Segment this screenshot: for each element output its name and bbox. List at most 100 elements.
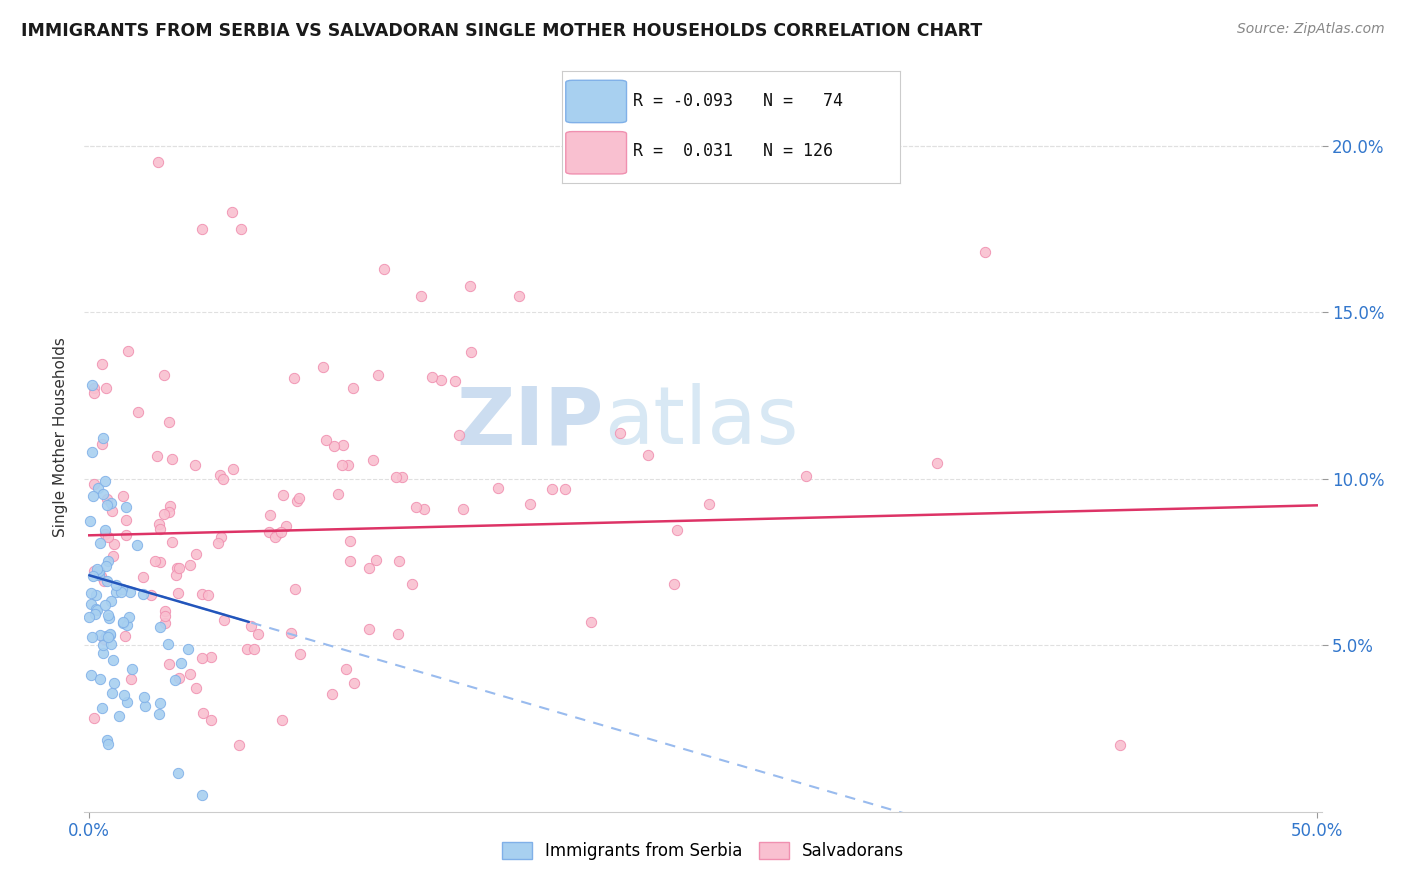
- Point: [146, 155, 169, 169]
- Point: [315, 434, 337, 448]
- Point: [794, 469, 817, 483]
- Point: [139, 588, 162, 602]
- Point: [228, 738, 250, 752]
- Point: [115, 617, 138, 632]
- Text: Source: ZipAtlas.com: Source: ZipAtlas.com: [1237, 22, 1385, 37]
- Point: [170, 656, 193, 670]
- Point: [581, 615, 603, 630]
- Point: [79, 514, 101, 528]
- Point: [127, 405, 149, 419]
- Point: [259, 508, 281, 522]
- Point: [430, 373, 453, 387]
- Text: ZIP: ZIP: [457, 383, 605, 461]
- Point: [200, 649, 222, 664]
- Text: atlas: atlas: [605, 383, 799, 461]
- Point: [401, 577, 423, 591]
- Text: R =  0.031   N = 126: R = 0.031 N = 126: [633, 142, 834, 160]
- Point: [167, 671, 190, 685]
- Point: [451, 501, 474, 516]
- Point: [270, 524, 292, 539]
- Point: [153, 609, 176, 624]
- Point: [332, 438, 354, 452]
- Point: [83, 565, 105, 579]
- Point: [323, 439, 346, 453]
- Point: [153, 507, 176, 521]
- Point: [80, 597, 103, 611]
- Point: [420, 370, 443, 384]
- Point: [112, 615, 135, 629]
- Point: [82, 489, 104, 503]
- Point: [94, 523, 117, 537]
- Point: [191, 222, 214, 236]
- Point: [93, 574, 115, 589]
- Point: [271, 713, 294, 727]
- Point: [200, 713, 222, 727]
- Point: [157, 637, 180, 651]
- Point: [339, 554, 361, 568]
- Point: [97, 608, 120, 623]
- Point: [145, 449, 167, 463]
- Point: [86, 602, 108, 616]
- Point: [89, 567, 111, 582]
- Point: [101, 504, 124, 518]
- Point: [208, 467, 231, 482]
- Point: [166, 561, 188, 575]
- Point: [110, 585, 132, 599]
- Point: [284, 582, 307, 596]
- Point: [100, 594, 122, 608]
- Point: [111, 489, 134, 503]
- Point: [460, 344, 482, 359]
- Point: [373, 261, 395, 276]
- Point: [312, 360, 335, 375]
- Point: [114, 629, 136, 643]
- Point: [94, 474, 117, 488]
- Point: [105, 584, 128, 599]
- Point: [207, 536, 229, 550]
- Point: [86, 562, 108, 576]
- Point: [97, 631, 120, 645]
- Point: [117, 343, 139, 358]
- Point: [132, 587, 155, 601]
- Point: [337, 458, 360, 472]
- Point: [665, 523, 688, 537]
- Point: [80, 586, 103, 600]
- Point: [214, 613, 236, 627]
- Point: [111, 582, 134, 597]
- Point: [290, 647, 312, 661]
- Point: [169, 561, 191, 575]
- Point: [148, 706, 170, 721]
- Point: [118, 610, 141, 624]
- Point: [83, 385, 105, 400]
- Point: [100, 496, 122, 510]
- Point: [91, 639, 114, 653]
- Point: [285, 494, 308, 508]
- Point: [388, 554, 411, 568]
- Point: [357, 561, 380, 575]
- Point: [120, 584, 142, 599]
- Point: [103, 537, 125, 551]
- Point: [508, 288, 530, 302]
- Point: [114, 528, 136, 542]
- Point: [89, 672, 111, 686]
- Point: [361, 453, 384, 467]
- Point: [114, 513, 136, 527]
- Legend: Immigrants from Serbia, Salvadorans: Immigrants from Serbia, Salvadorans: [495, 836, 911, 867]
- Point: [149, 522, 172, 536]
- Point: [89, 628, 111, 642]
- Point: [149, 620, 172, 634]
- Point: [387, 626, 409, 640]
- Point: [153, 368, 176, 383]
- Point: [222, 462, 245, 476]
- Point: [236, 642, 259, 657]
- Point: [160, 535, 183, 549]
- Point: [157, 505, 180, 519]
- Point: [449, 428, 471, 442]
- Point: [167, 586, 190, 600]
- Point: [121, 662, 143, 676]
- Point: [486, 482, 509, 496]
- Point: [93, 487, 115, 501]
- Point: [163, 673, 186, 688]
- Point: [274, 518, 297, 533]
- Point: [283, 371, 305, 385]
- Point: [364, 553, 387, 567]
